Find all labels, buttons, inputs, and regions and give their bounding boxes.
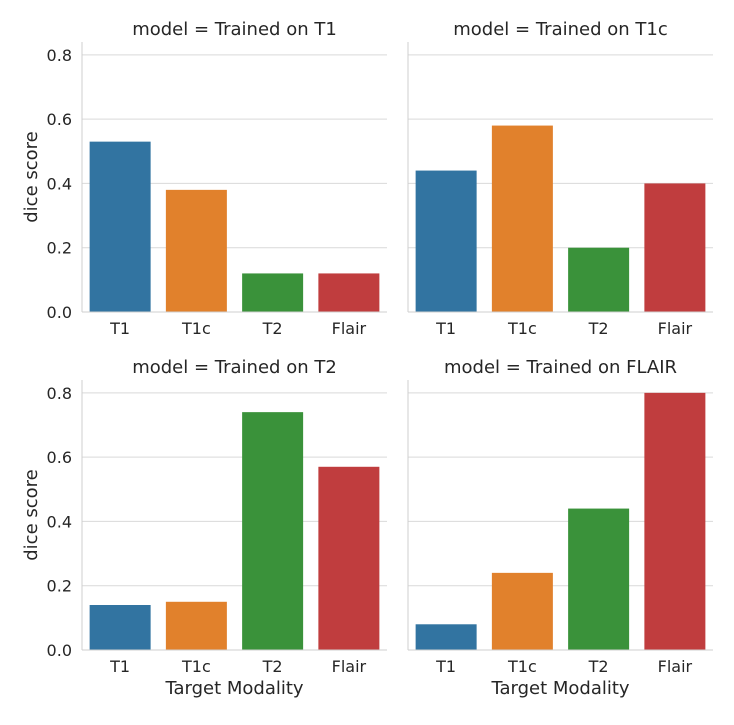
bar-panel3-t2 xyxy=(242,412,304,650)
xtick-label-panel2-flair: Flair xyxy=(658,319,693,338)
bar-panel4-t2 xyxy=(568,508,630,650)
ytick-label-panel1-0: 0.0 xyxy=(47,303,72,322)
ytick-label-panel3-2: 0.4 xyxy=(47,512,72,531)
bar-panel1-flair xyxy=(318,273,380,312)
bar-panel2-t1 xyxy=(415,170,477,312)
bar-panel4-flair xyxy=(644,392,706,650)
bar-panel3-t1 xyxy=(89,605,151,650)
bar-panel2-flair xyxy=(644,183,706,312)
xtick-label-panel4-t1c: T1c xyxy=(507,657,537,676)
xtick-label-panel4-t2: T2 xyxy=(588,657,609,676)
bar-panel2-t2 xyxy=(568,247,630,312)
ytick-label-panel3-0: 0.0 xyxy=(47,641,72,660)
bar-panel4-t1 xyxy=(415,624,477,650)
y-axis-label-row1: dice score xyxy=(21,131,42,223)
xtick-label-panel3-flair: Flair xyxy=(332,657,367,676)
xtick-label-panel1-t1c: T1c xyxy=(181,319,211,338)
xtick-label-panel4-flair: Flair xyxy=(658,657,693,676)
y-axis-label-row2: dice score xyxy=(21,469,42,561)
xtick-label-panel1-t1: T1 xyxy=(109,319,130,338)
panel-title-3: model = Trained on T2 xyxy=(132,357,337,378)
xtick-label-panel1-t2: T2 xyxy=(262,319,283,338)
xtick-label-panel3-t1c: T1c xyxy=(181,657,211,676)
x-axis-label-col2: Target Modality xyxy=(490,678,629,699)
bar-panel3-t1c xyxy=(165,601,227,650)
xtick-label-panel2-t1c: T1c xyxy=(507,319,537,338)
xtick-label-panel2-t1: T1 xyxy=(435,319,456,338)
xtick-label-panel3-t1: T1 xyxy=(109,657,130,676)
panel-title-2: model = Trained on T1c xyxy=(453,19,667,40)
xtick-label-panel1-flair: Flair xyxy=(332,319,367,338)
x-axis-label-col1: Target Modality xyxy=(164,678,303,699)
ytick-label-panel1-3: 0.6 xyxy=(47,110,72,129)
bar-panel1-t1 xyxy=(89,141,151,312)
xtick-label-panel3-t2: T2 xyxy=(262,657,283,676)
bar-panel1-t2 xyxy=(242,273,304,312)
ytick-label-panel3-1: 0.2 xyxy=(47,577,72,596)
panel-title-1: model = Trained on T1 xyxy=(132,19,337,40)
xtick-label-panel4-t1: T1 xyxy=(435,657,456,676)
bar-panel4-t1c xyxy=(491,572,553,650)
bar-panel3-flair xyxy=(318,466,380,650)
panel-title-4: model = Trained on FLAIR xyxy=(444,357,677,378)
xtick-label-panel2-t2: T2 xyxy=(588,319,609,338)
ytick-label-panel3-3: 0.6 xyxy=(47,448,72,467)
ytick-label-panel3-4: 0.8 xyxy=(47,384,72,403)
ytick-label-panel1-2: 0.4 xyxy=(47,174,72,193)
bar-panel1-t1c xyxy=(165,189,227,312)
ytick-label-panel1-4: 0.8 xyxy=(47,46,72,65)
ytick-label-panel1-1: 0.2 xyxy=(47,239,72,258)
bar-panel2-t1c xyxy=(491,125,553,312)
